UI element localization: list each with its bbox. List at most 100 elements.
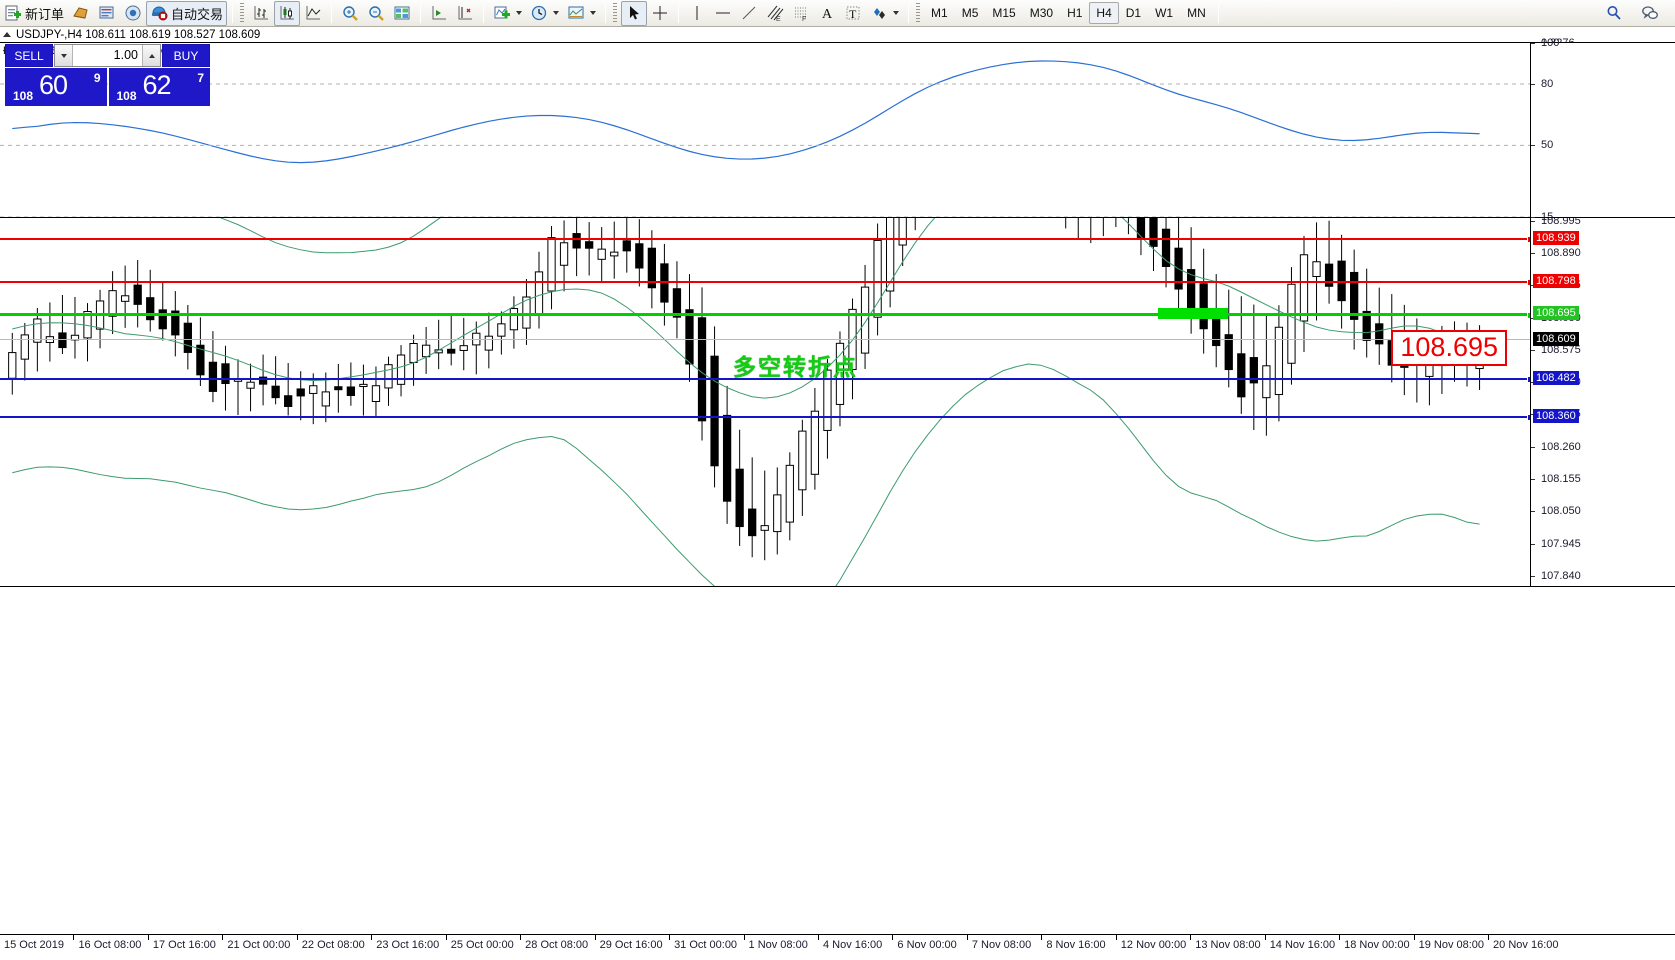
autoscroll-icon[interactable] [452, 1, 478, 26]
time-axis-label: 19 Nov 08:00 [1418, 939, 1485, 951]
time-axis-label: 28 Oct 08:00 [525, 939, 589, 951]
fibonacci-icon[interactable]: F [788, 1, 814, 26]
level-line-pivot[interactable] [0, 311, 1530, 319]
level-handle[interactable] [1527, 311, 1530, 319]
time-axis-label: 12 Nov 00:00 [1120, 939, 1187, 951]
time-tick [445, 934, 447, 940]
time-tick [296, 934, 298, 940]
shift-chart-icon[interactable] [426, 1, 452, 26]
level-handle[interactable] [1527, 279, 1530, 287]
timeframe-mn[interactable]: MN [1187, 6, 1206, 20]
buy-price-cell[interactable]: 108 62 7 [108, 68, 210, 106]
candlestick-chart-icon[interactable] [274, 0, 301, 26]
svg-text:E: E [776, 16, 781, 22]
indicators-button[interactable] [68, 1, 94, 26]
template-icon[interactable] [563, 1, 600, 26]
trade-panel-prices-row: 108 60 9 108 62 7 [5, 68, 210, 106]
chart-annotation-text: 多空转折点 [733, 354, 858, 380]
time-tick [669, 934, 671, 940]
level-handle[interactable] [1527, 376, 1530, 384]
price-tick: 108.890 [1531, 247, 1581, 259]
bar-chart-icon[interactable] [248, 1, 274, 26]
add-indicator-caret-icon[interactable] [516, 11, 523, 15]
vertical-line-icon[interactable] [684, 1, 710, 26]
price-level-badge[interactable]: 108.939 [1533, 230, 1579, 245]
shapes-icon[interactable] [866, 1, 903, 26]
template-caret-icon[interactable] [590, 11, 597, 15]
chart-workspace: 多空转折点 109.520109.415109.310109.205109.10… [0, 37, 1675, 951]
timeframe-m5[interactable]: M5 [961, 6, 979, 20]
rsi-plot-area[interactable] [0, 43, 1530, 217]
time-axis-label: 25 Oct 00:00 [450, 939, 514, 951]
crosshair-tool-icon[interactable] [647, 1, 673, 26]
period-caret-icon[interactable] [553, 11, 560, 15]
timeframe-m30[interactable]: M30 [1029, 6, 1054, 20]
sell-price-cell[interactable]: 108 60 9 [5, 68, 107, 106]
text-tool-icon[interactable]: A [814, 1, 840, 26]
price-level-badge[interactable]: 108.482 [1533, 371, 1579, 386]
time-tick [594, 934, 596, 940]
time-tick [817, 934, 819, 940]
toolbar-separator-7 [908, 3, 910, 23]
search-icon[interactable] [1601, 1, 1627, 26]
volume-stepper[interactable]: 1.00 [54, 44, 161, 67]
buy-button[interactable]: BUY [162, 44, 210, 67]
toolbar-grip-3[interactable] [916, 3, 921, 23]
time-axis-label: 21 Oct 00:00 [227, 939, 291, 951]
timeframe-m1[interactable]: M1 [931, 6, 948, 20]
zoom-out-icon[interactable] [363, 1, 389, 26]
time-tick [222, 934, 224, 940]
time-axis-label: 14 Nov 16:00 [1269, 939, 1336, 951]
price-axis[interactable]: 109.520109.415109.310109.205109.100108.9… [1530, 43, 1675, 586]
level-line-support-2[interactable] [0, 414, 1530, 422]
timeframe-m15[interactable]: M15 [992, 6, 1016, 20]
horizontal-line-icon[interactable] [710, 1, 736, 26]
cursor-tool-icon[interactable] [621, 0, 648, 26]
level-handle[interactable] [1527, 235, 1530, 243]
timeframe-h1[interactable]: H1 [1067, 6, 1083, 20]
trendline-icon[interactable] [736, 1, 762, 26]
toolbar-right-group [1601, 1, 1675, 26]
timeframe-h4[interactable]: H4 [1089, 2, 1119, 24]
price-level-badge[interactable]: 108.695 [1533, 305, 1579, 320]
period-clock-icon[interactable] [526, 1, 563, 26]
chat-icon[interactable] [1637, 1, 1663, 26]
price-tick: 108.575 [1531, 344, 1581, 356]
svg-text:A: A [822, 7, 833, 22]
rsi-axis[interactable]: 100 80 50 15 [1530, 37, 1675, 223]
sell-button[interactable]: SELL [5, 44, 53, 67]
shapes-caret-icon[interactable] [893, 11, 900, 15]
timeframe-d1[interactable]: D1 [1125, 6, 1142, 20]
time-tick [1339, 934, 1341, 940]
add-indicator-icon[interactable] [489, 1, 526, 26]
zoom-in-icon[interactable] [337, 1, 363, 26]
level-handle[interactable] [1527, 414, 1530, 422]
toolbar-separator-2 [331, 3, 333, 23]
toolbar-separator-3 [420, 3, 422, 23]
line-chart-icon[interactable] [300, 1, 326, 26]
toolbar-grip-2[interactable] [613, 3, 618, 23]
autotrading-button[interactable]: 自动交易 [146, 0, 228, 26]
price-level-badge[interactable]: 108.609 [1533, 332, 1579, 347]
navigator-button[interactable] [120, 1, 146, 26]
price-level-badge[interactable]: 108.798 [1533, 274, 1579, 289]
time-axis-label: 13 Nov 08:00 [1195, 939, 1261, 951]
volume-increment-button[interactable] [142, 45, 160, 66]
price-level-badge[interactable]: 108.360 [1533, 409, 1579, 424]
tile-windows-icon[interactable] [389, 1, 415, 26]
time-axis-label: 22 Oct 08:00 [301, 939, 365, 951]
new-order-button[interactable]: 新订单 [0, 1, 68, 26]
level-line-resistance-1[interactable] [0, 235, 1530, 243]
level-line-support-1[interactable] [0, 376, 1530, 384]
text-label-icon[interactable]: T [840, 1, 866, 26]
level-line-resistance-2[interactable] [0, 279, 1530, 287]
toolbar-grip-1[interactable] [240, 3, 245, 23]
equidistant-channel-icon[interactable]: E [762, 1, 788, 26]
volume-input[interactable]: 1.00 [113, 48, 138, 62]
time-axis[interactable]: 15 Oct 2019 16 Oct 08:00 17 Oct 16:00 21 Oc… [0, 934, 1675, 960]
volume-decrement-button[interactable] [55, 45, 73, 66]
collapse-triangle-icon[interactable] [3, 32, 11, 37]
data-window-button[interactable] [94, 1, 120, 26]
timeframe-w1[interactable]: W1 [1155, 6, 1174, 20]
